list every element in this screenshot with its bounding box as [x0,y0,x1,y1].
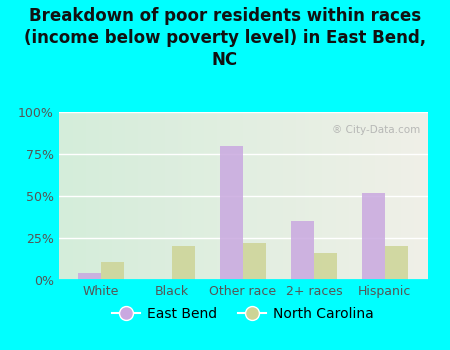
Bar [314,253,337,280]
Bar [220,146,243,280]
Bar [172,246,195,280]
Bar [101,261,124,280]
Bar [291,221,314,280]
Bar [78,273,101,280]
Bar [243,243,266,280]
Legend: East Bend, North Carolina: East Bend, North Carolina [107,302,379,327]
Bar [385,246,408,280]
Bar [362,193,385,280]
Text: ® City-Data.com: ® City-Data.com [332,125,420,135]
Text: Breakdown of poor residents within races
(income below poverty level) in East Be: Breakdown of poor residents within races… [24,7,426,69]
